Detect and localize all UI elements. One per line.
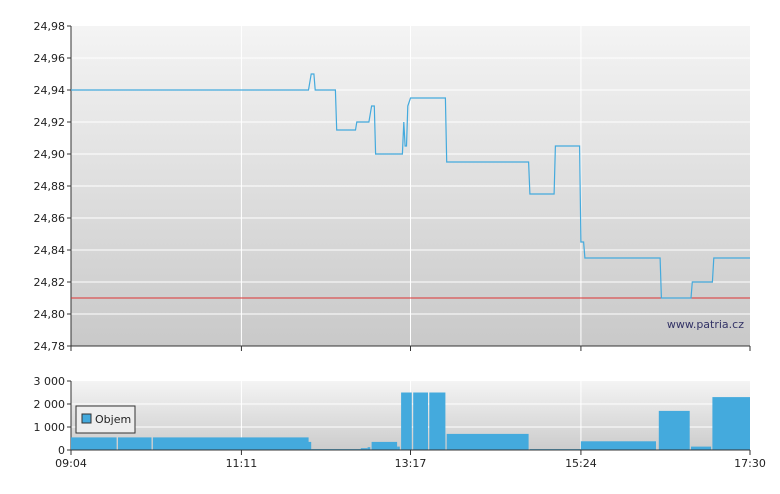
volume-bar [360, 448, 368, 450]
volume-bar [397, 446, 400, 450]
volume-bar [691, 446, 712, 450]
volume-y-tick-label: 1 000 [34, 421, 66, 434]
volume-x-tick-labels: 09:04 11:11 13:17 15:24 17:30 [55, 450, 766, 470]
price-y-tick-label: 24,92 [34, 116, 66, 129]
volume-bar [712, 397, 750, 450]
volume-panel: 0 1 000 2 000 3 000 09:04 11:11 13:17 15:24 17:… [34, 375, 766, 470]
price-panel: 24,78 24,80 24,82 24,84 24,86 24,88 24,90 24,92… [34, 20, 751, 353]
price-y-tick-label: 24,98 [34, 20, 66, 33]
volume-x-tick-label: 13:17 [395, 457, 427, 470]
price-y-tick-label: 24,78 [34, 340, 66, 353]
volume-bar [371, 441, 381, 450]
volume-bar [658, 410, 690, 450]
volume-bars-group [71, 392, 750, 450]
volume-bar [152, 437, 309, 450]
volume-bar [580, 441, 656, 450]
volume-bar [71, 437, 117, 450]
price-y-tick-label: 24,86 [34, 212, 66, 225]
price-series-group [71, 73, 750, 299]
price-y-tick-label: 24,96 [34, 52, 66, 65]
volume-bar [118, 437, 152, 450]
price-line [71, 73, 750, 299]
legend-swatch [81, 413, 92, 424]
price-y-tick-label: 24,82 [34, 276, 66, 289]
volume-y-tick-label: 3 000 [34, 375, 66, 388]
volume-bar [413, 392, 428, 450]
watermark: www.patria.cz [667, 318, 744, 331]
volume-x-tick-label: 17:30 [734, 457, 766, 470]
volume-bar [381, 441, 398, 450]
volume-bar [367, 447, 371, 450]
price-y-tick-labels: 24,78 24,80 24,82 24,84 24,86 24,88 24,90 24,92… [34, 20, 71, 353]
volume-bar [401, 392, 412, 450]
volume-y-tick-labels: 0 1 000 2 000 3 000 [34, 375, 71, 457]
volume-legend: Objem [75, 405, 136, 434]
price-y-tick-label: 24,88 [34, 180, 66, 193]
price-x-tick-marks [70, 346, 751, 351]
volume-x-tick-label: 15:24 [565, 457, 597, 470]
volume-bar [429, 392, 446, 450]
price-y-tick-label: 24,90 [34, 148, 66, 161]
volume-bar [446, 433, 529, 450]
volume-bar [308, 441, 312, 450]
legend-label: Objem [95, 413, 131, 426]
price-y-tick-label: 24,80 [34, 308, 66, 321]
volume-y-tick-label: 2 000 [34, 398, 66, 411]
volume-x-tick-label: 09:04 [55, 457, 87, 470]
price-y-tick-label: 24,84 [34, 244, 66, 257]
volume-y-tick-label: 0 [58, 444, 65, 457]
price-y-tick-label: 24,94 [34, 84, 66, 97]
volume-x-tick-label: 11:11 [226, 457, 258, 470]
